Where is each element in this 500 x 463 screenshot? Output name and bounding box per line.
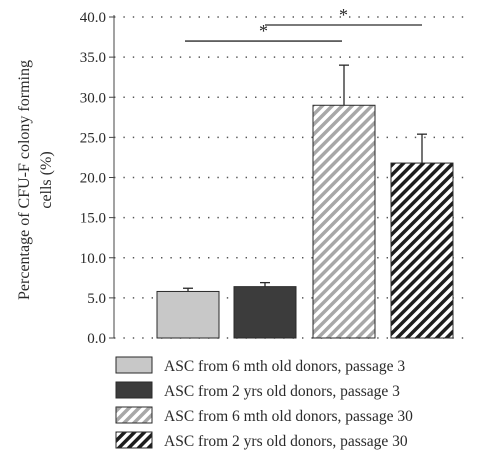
legend-swatch (115, 381, 153, 399)
legend: ASC from 6 mth old donors, passage 3 ASC … (115, 356, 413, 450)
y-tick-label: 40.0 (80, 10, 106, 26)
y-tick-label: 30.0 (80, 90, 106, 106)
y-axis-label: Percentage of CFU-F colony forming cells … (16, 60, 55, 300)
y-tick-label: 10.0 (80, 251, 106, 267)
bars (156, 104, 454, 339)
y-tick-label: 5.0 (87, 291, 106, 307)
significance-markers: ** (185, 5, 422, 42)
y-axis: 0.0 5.0 10.0 15.0 20.0 25.0 30.0 35.0 40.0 (80, 10, 115, 347)
y-axis-label-line: cells (%) (38, 151, 55, 208)
bar (390, 162, 454, 339)
bar (233, 286, 297, 339)
legend-label: ASC from 6 mth old donors, passage 30 (164, 408, 413, 425)
y-axis-label-line: Percentage of CFU-F colony forming (16, 60, 33, 300)
y-tick-label: 20.0 (80, 171, 106, 187)
legend-label: ASC from 2 yrs old donors, passage 3 (164, 383, 400, 400)
legend-swatch (115, 431, 153, 449)
significance-label: * (339, 5, 348, 25)
legend-swatch (115, 406, 153, 424)
y-tick-label: 0.0 (87, 331, 106, 347)
y-tick-label: 25.0 (80, 130, 106, 146)
legend-label: ASC from 2 yrs old donors, passage 30 (164, 433, 408, 450)
error-bars (183, 64, 427, 292)
significance-label: * (259, 21, 268, 41)
y-tick-label: 15.0 (80, 211, 106, 227)
legend-label: ASC from 6 mth old donors, passage 3 (164, 358, 405, 375)
y-tick-label: 35.0 (80, 50, 106, 66)
bar (312, 104, 376, 339)
legend-swatch (115, 356, 153, 374)
bar (156, 290, 220, 339)
